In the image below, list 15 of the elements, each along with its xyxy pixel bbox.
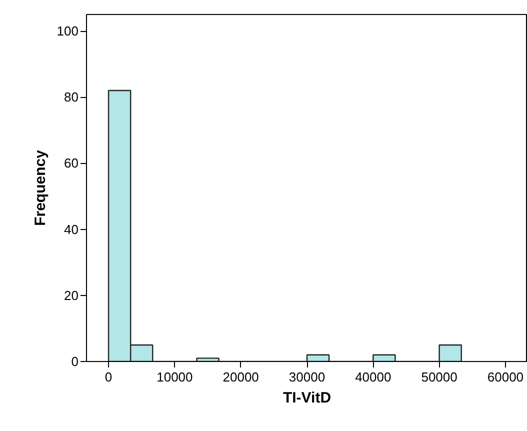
x-tick-label: 40000	[355, 370, 392, 384]
x-tick-label: 20000	[222, 370, 259, 384]
y-tick-label: 60	[64, 156, 79, 171]
y-axis-title: Frequency	[32, 149, 49, 226]
y-tick-label: 100	[56, 24, 79, 39]
x-tick-label: 60000	[487, 370, 524, 384]
x-tick-label: 0	[104, 370, 112, 384]
y-tick-label: 0	[71, 354, 79, 369]
y-tick-label: 40	[64, 222, 79, 237]
x-tick-label: 10000	[156, 370, 193, 384]
x-tick-label: 30000	[288, 370, 326, 384]
x-tick-label: 50000	[421, 370, 458, 384]
y-tick-label: 20	[64, 288, 79, 303]
x-axis-title: TI-VitD	[282, 390, 332, 406]
y-tick-label: 80	[64, 90, 79, 105]
